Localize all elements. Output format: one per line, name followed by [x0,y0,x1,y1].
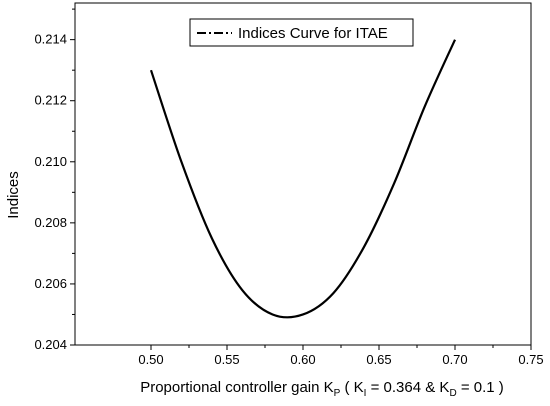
y-tick-label: 0.206 [34,276,67,291]
x-axis-title: Proportional controller gain KP ( KI = 0… [140,379,504,399]
x-tick-label: 0.65 [366,352,391,367]
plot-frame [74,2,532,346]
y-axis-title: Indices [5,171,22,219]
x-tick-label: 0.55 [214,352,239,367]
y-tick-label: 0.212 [34,93,67,108]
y-tick-label: 0.214 [34,32,67,47]
x-tick-label: 0.75 [518,352,543,367]
y-tick-label: 0.204 [34,337,67,352]
axis-ticks [70,8,532,350]
legend: Indices Curve for ITAE [189,18,414,47]
series-line [149,39,457,319]
legend-label: Indices Curve for ITAE [238,25,388,42]
tick-labels: 0.50 0.55 0.60 0.65 0.70 0.75 0.204 0.206 0.208 0… [34,32,543,367]
y-tick-label: 0.208 [34,215,67,230]
x-tick-label: 0.50 [138,352,163,367]
x-tick-label: 0.60 [290,352,315,367]
x-tick-label: 0.70 [442,352,467,367]
y-tick-label: 0.210 [34,154,67,169]
